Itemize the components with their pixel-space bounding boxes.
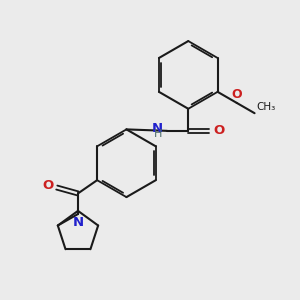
Text: CH₃: CH₃ <box>256 102 275 112</box>
Text: N: N <box>72 215 83 229</box>
Text: O: O <box>42 179 53 192</box>
Text: O: O <box>231 88 242 101</box>
Text: O: O <box>213 124 224 137</box>
Text: H: H <box>154 129 162 140</box>
Text: N: N <box>152 122 163 135</box>
